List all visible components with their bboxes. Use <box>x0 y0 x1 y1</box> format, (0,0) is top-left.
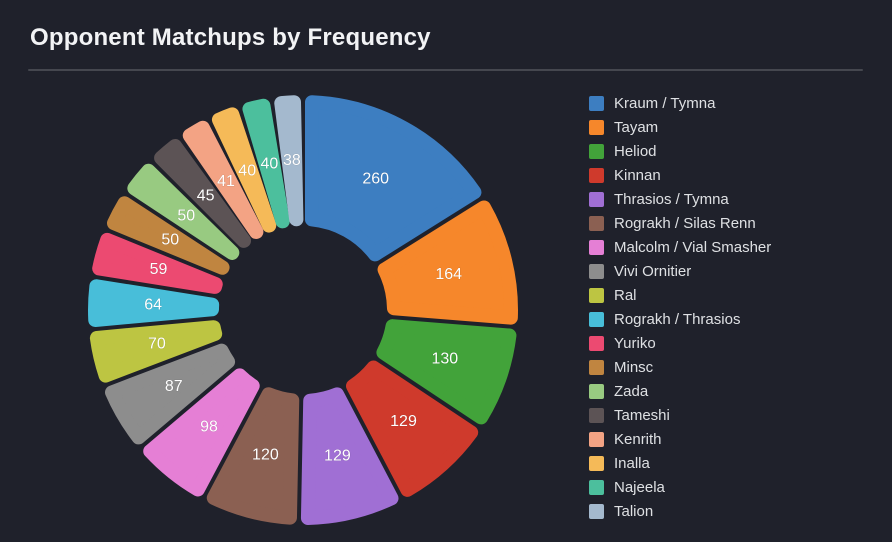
legend-swatch <box>589 335 604 351</box>
pie-slice-heliod[interactable] <box>376 319 517 425</box>
legend-label: Heliod <box>614 142 657 160</box>
chart-title: Opponent Matchups by Frequency <box>30 24 431 51</box>
pie-slice-malcolm-vial-smasher[interactable] <box>143 368 260 497</box>
pie-slice-talion[interactable] <box>274 95 304 227</box>
pie-slice-tayam[interactable] <box>377 200 518 325</box>
legend-label: Kinnan <box>614 166 661 184</box>
pie-slice-tameshi[interactable] <box>154 138 252 248</box>
pie-slice-ral[interactable] <box>89 320 223 383</box>
pie-slice-vivi-ornitier[interactable] <box>105 343 236 445</box>
legend-item-heliod[interactable]: Heliod <box>589 139 771 163</box>
legend-swatch <box>589 479 604 495</box>
legend-label: Yuriko <box>614 334 656 352</box>
legend-swatch <box>589 383 604 399</box>
legend-swatch <box>589 431 604 447</box>
legend-item-malcolm-vial-smasher[interactable]: Malcolm / Vial Smasher <box>589 235 771 259</box>
legend-swatch <box>589 455 604 471</box>
pie-slice-zada[interactable] <box>127 163 240 260</box>
title-divider <box>28 69 863 71</box>
pie-slice-minsc[interactable] <box>106 196 230 275</box>
pie-slice-rograkh-thrasios[interactable] <box>88 279 220 328</box>
legend-swatch <box>589 287 604 303</box>
legend-label: Kraum / Tymna <box>614 94 716 112</box>
legend-label: Talion <box>614 502 654 520</box>
legend-item-najeela[interactable]: Najeela <box>589 475 771 499</box>
legend-label: Rograkh / Thrasios <box>614 310 741 328</box>
legend: Kraum / Tymna Tayam Heliod Kinnan Thrasios /… <box>589 91 771 523</box>
legend-item-zada[interactable]: Zada <box>589 379 771 403</box>
legend-label: Ral <box>614 286 637 304</box>
legend-label: Zada <box>614 382 649 400</box>
pie-slice-kinnan[interactable] <box>345 360 479 497</box>
legend-label: Tayam <box>614 118 659 136</box>
legend-swatch <box>589 143 604 159</box>
legend-swatch <box>589 263 604 279</box>
legend-swatch <box>589 119 604 135</box>
legend-item-rograkh-silas-renn[interactable]: Rograkh / Silas Renn <box>589 211 771 235</box>
legend-label: Minsc <box>614 358 654 376</box>
legend-swatch <box>589 239 604 255</box>
pie-slice-yuriko[interactable] <box>92 232 223 294</box>
legend-swatch <box>589 167 604 183</box>
legend-item-talion[interactable]: Talion <box>589 499 771 523</box>
legend-label: Najeela <box>614 478 665 496</box>
legend-label: Rograkh / Silas Renn <box>614 214 756 232</box>
legend-swatch <box>589 191 604 207</box>
legend-item-tayam[interactable]: Tayam <box>589 115 771 139</box>
legend-swatch <box>589 95 604 111</box>
legend-label: Malcolm / Vial Smasher <box>614 238 772 256</box>
legend-item-minsc[interactable]: Minsc <box>589 355 771 379</box>
legend-swatch <box>589 359 604 375</box>
legend-label: Inalla <box>614 454 650 472</box>
legend-item-kraum-tymna[interactable]: Kraum / Tymna <box>589 91 771 115</box>
pie-slice-inalla[interactable] <box>211 107 277 233</box>
legend-item-kenrith[interactable]: Kenrith <box>589 427 771 451</box>
legend-item-thrasios-tymna[interactable]: Thrasios / Tymna <box>589 187 771 211</box>
legend-label: Kenrith <box>614 430 662 448</box>
legend-item-kinnan[interactable]: Kinnan <box>589 163 771 187</box>
legend-item-inalla[interactable]: Inalla <box>589 451 771 475</box>
legend-item-ral[interactable]: Ral <box>589 283 771 307</box>
legend-swatch <box>589 311 604 327</box>
legend-label: Vivi Ornitier <box>614 262 692 280</box>
pie-slice-thrasios-tymna[interactable] <box>300 387 399 525</box>
legend-swatch <box>589 407 604 423</box>
legend-item-yuriko[interactable]: Yuriko <box>589 331 771 355</box>
legend-item-vivi-ornitier[interactable]: Vivi Ornitier <box>589 259 771 283</box>
legend-swatch <box>589 215 604 231</box>
legend-swatch <box>589 503 604 519</box>
pie-slice-najeela[interactable] <box>242 98 290 229</box>
pie-slice-rograkh-silas-renn[interactable] <box>206 387 300 525</box>
pie-slice-kenrith[interactable] <box>182 120 264 239</box>
legend-item-rograkh-thrasios[interactable]: Rograkh / Thrasios <box>589 307 771 331</box>
legend-item-tameshi[interactable]: Tameshi <box>589 403 771 427</box>
legend-label: Thrasios / Tymna <box>614 190 729 208</box>
pie-slice-kraum-tymna[interactable] <box>304 95 482 262</box>
legend-label: Tameshi <box>614 406 670 424</box>
